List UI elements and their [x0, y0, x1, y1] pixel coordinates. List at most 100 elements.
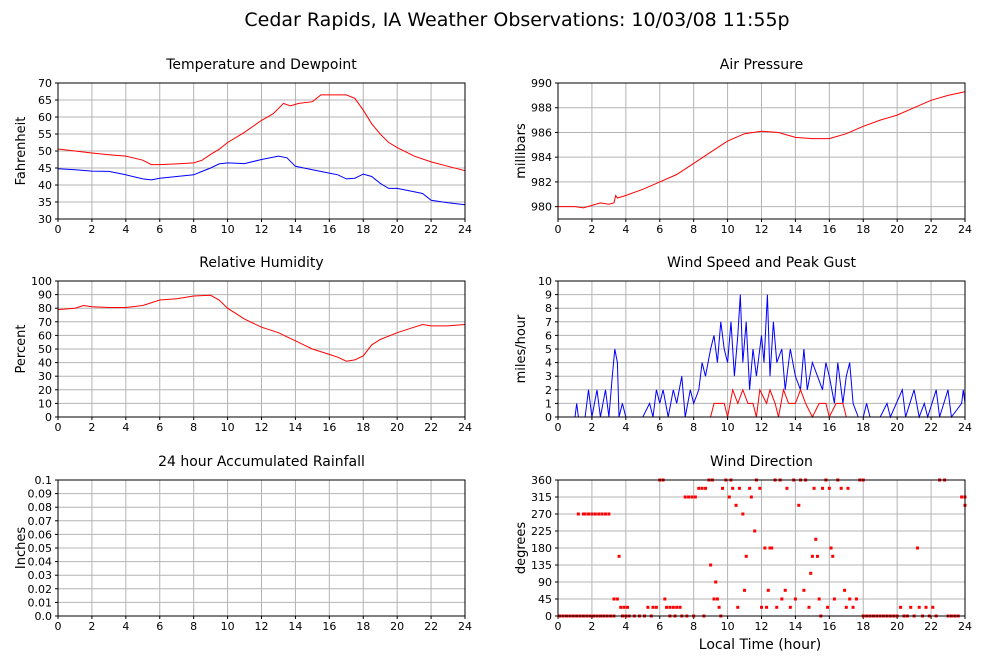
temp-ylabel: Fahrenheit: [14, 117, 29, 186]
direction-point: [734, 503, 738, 507]
rain-xtick-label: 10: [221, 620, 235, 633]
temp-xtick-label: 18: [356, 223, 370, 236]
rain-ylabel: Inches: [14, 527, 29, 569]
temp-ytick-label: 70: [38, 77, 52, 90]
direction-point: [704, 486, 708, 490]
direction-point: [693, 495, 697, 499]
direction-xtick-label: 12: [755, 620, 769, 633]
direction-point: [917, 605, 921, 609]
wind-xtick-label: 10: [721, 421, 735, 434]
humidity-xtick-label: 24: [458, 421, 472, 434]
direction-xtick-label: 4: [622, 620, 629, 633]
direction-point: [844, 605, 848, 609]
direction-point: [576, 512, 580, 516]
humidity-xtick-label: 8: [190, 421, 197, 434]
humidity-ytick-label: 90: [38, 289, 52, 302]
direction-point: [593, 512, 597, 516]
temp-xtick-label: 24: [458, 223, 472, 236]
direction-point: [812, 486, 816, 490]
temp-xtick-label: 10: [221, 223, 235, 236]
direction-point: [743, 588, 747, 592]
wind-xtick-label: 20: [890, 421, 904, 434]
rain-xtick-label: 16: [322, 620, 336, 633]
temp-series-line-0: [57, 94, 466, 172]
wind-xtick-label: 22: [924, 421, 938, 434]
wind-ytick-label: 3: [545, 370, 552, 383]
x-axis-label: Local Time (hour): [699, 637, 821, 653]
humidity-ytick-label: 100: [31, 275, 52, 288]
pressure-xtick-label: 8: [690, 223, 697, 236]
direction-point: [646, 605, 650, 609]
humidity-ylabel: Percent: [14, 325, 29, 374]
humidity-xtick-label: 20: [390, 421, 404, 434]
direction-xtick-label: 0: [555, 620, 562, 633]
temp-series-line-1: [57, 155, 466, 206]
rain-xtick-label: 4: [122, 620, 129, 633]
direction-point: [770, 546, 774, 550]
temp-ytick-label: 60: [38, 111, 52, 124]
wind-xtick-label: 16: [822, 421, 836, 434]
temp-xtick-label: 8: [190, 223, 197, 236]
temp-ytick-label: 40: [38, 179, 52, 192]
direction-point: [793, 597, 797, 601]
pressure-ylabel: millibars: [514, 123, 529, 179]
direction-point: [675, 605, 679, 609]
direction-point: [720, 486, 724, 490]
rain-ytick-label: 0.04: [28, 556, 53, 569]
direction-point: [809, 571, 813, 575]
pressure-title: Air Pressure: [720, 57, 803, 73]
direction-ytick-label: 135: [531, 559, 552, 572]
rain-xtick-label: 6: [156, 620, 163, 633]
direction-xtick-label: 24: [958, 620, 972, 633]
direction-point: [827, 486, 831, 490]
direction-point: [960, 495, 964, 499]
direction-point: [815, 554, 819, 558]
rain-ytick-label: 0.07: [28, 515, 53, 528]
direction-ytick-label: 270: [531, 508, 552, 521]
direction-point: [612, 597, 616, 601]
wind-ytick-label: 7: [545, 316, 552, 329]
direction-point: [597, 512, 601, 516]
rain-xtick-label: 2: [88, 620, 95, 633]
rain-xtick-label: 0: [55, 620, 62, 633]
humidity-ytick-label: 80: [38, 302, 52, 315]
wind-ytick-label: 4: [545, 357, 552, 370]
temp-ytick-label: 55: [38, 128, 52, 141]
direction-xtick-label: 2: [588, 620, 595, 633]
direction-point: [737, 486, 741, 490]
wind-ytick-label: 5: [545, 343, 552, 356]
direction-point: [765, 605, 769, 609]
direction-point: [687, 495, 691, 499]
direction-point: [924, 605, 928, 609]
direction-ytick-label: 225: [531, 525, 552, 538]
direction-point: [916, 546, 920, 550]
temp-title: Temperature and Dewpoint: [165, 57, 357, 73]
temp-xtick-label: 14: [288, 223, 302, 236]
direction-ytick-label: 315: [531, 491, 552, 504]
direction-point: [615, 597, 619, 601]
direction-point: [766, 588, 770, 592]
humidity-ytick-label: 30: [38, 370, 52, 383]
rain-ytick-label: 0.08: [28, 501, 53, 514]
direction-point: [717, 605, 721, 609]
direction-point: [748, 486, 752, 490]
direction-point: [622, 605, 626, 609]
direction-point: [700, 486, 704, 490]
wind-xtick-label: 12: [755, 421, 769, 434]
direction-point: [788, 605, 792, 609]
direction-point: [741, 512, 745, 516]
pressure-xtick-label: 6: [656, 223, 663, 236]
direction-ytick-label: 180: [531, 542, 552, 555]
rain-title: 24 hour Accumulated Rainfall: [158, 454, 365, 470]
direction-point: [797, 503, 801, 507]
direction-xtick-label: 16: [822, 620, 836, 633]
direction-xtick-label: 14: [788, 620, 802, 633]
humidity-ytick-label: 60: [38, 329, 52, 342]
wind-xtick-label: 14: [788, 421, 802, 434]
humidity-xtick-label: 14: [288, 421, 302, 434]
